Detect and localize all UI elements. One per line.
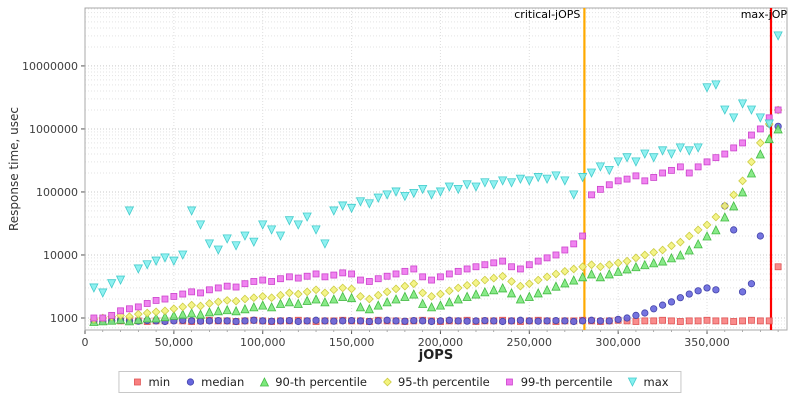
y-tick-label: 10000000 [22, 60, 78, 73]
series-max [89, 31, 783, 298]
legend-label: max [643, 375, 669, 389]
legend-item-95-th-percentile[interactable]: 95-th percentile [381, 375, 490, 389]
series-95-th-percentile [89, 105, 783, 324]
x-tick-label: 350,000 [684, 336, 730, 349]
plot-border [84, 7, 788, 331]
x-tick-label: 50,000 [155, 336, 194, 349]
gridlines-minor [85, 8, 787, 329]
legend-label: min [148, 375, 171, 389]
y-tick-label: 10000 [43, 249, 78, 262]
legend-label: 90-th percentile [275, 375, 367, 389]
vline-label-max-jops: max-jOP [741, 8, 788, 21]
square-marker-icon [134, 378, 141, 386]
x-tick-label: 0 [82, 336, 89, 349]
diamond-marker-icon [382, 377, 392, 387]
x-tick-label: 300,000 [595, 336, 641, 349]
triangle-down-marker-icon [627, 377, 638, 387]
series-99-th-percentile [90, 106, 782, 322]
y-tick-label: 1000000 [29, 123, 78, 136]
x-tick-label: 100,000 [240, 336, 286, 349]
y-tick-label: 1000 [50, 312, 78, 325]
square-marker-icon [506, 378, 514, 386]
x-tick-label: 250,000 [507, 336, 553, 349]
y-axis-title: Response time, usec [7, 106, 21, 232]
x-axis-title: jOPS [418, 348, 454, 363]
y-tick-label: 100000 [36, 186, 78, 199]
axis-tick-labels: 1000 10000 100000 1000000 10000000 0 50,000 100… [22, 60, 730, 349]
x-tick-label: 150,000 [329, 336, 375, 349]
legend-label: 99-th percentile [520, 375, 613, 389]
legend-item-90-th-percentile[interactable]: 90-th percentile [258, 375, 367, 389]
legend-label: median [201, 375, 245, 389]
legend-item-median[interactable]: median [184, 375, 244, 389]
legend-item-min[interactable]: min [131, 375, 170, 389]
series-90-th-percentile [89, 124, 783, 326]
circle-marker-icon [186, 378, 194, 386]
triangle-up-marker-icon [259, 377, 269, 387]
legend-item-max[interactable]: max [626, 375, 669, 389]
legend: min median 90-th percentile 95-th percentil… [118, 371, 682, 393]
legend-item-99-th-percentile[interactable]: 99-th percentile [504, 375, 613, 389]
vline-label-critical-jops: critical-jOPS [514, 8, 580, 21]
legend-label: 95-th percentile [397, 375, 490, 389]
x-tick-label: 200,000 [418, 336, 464, 349]
